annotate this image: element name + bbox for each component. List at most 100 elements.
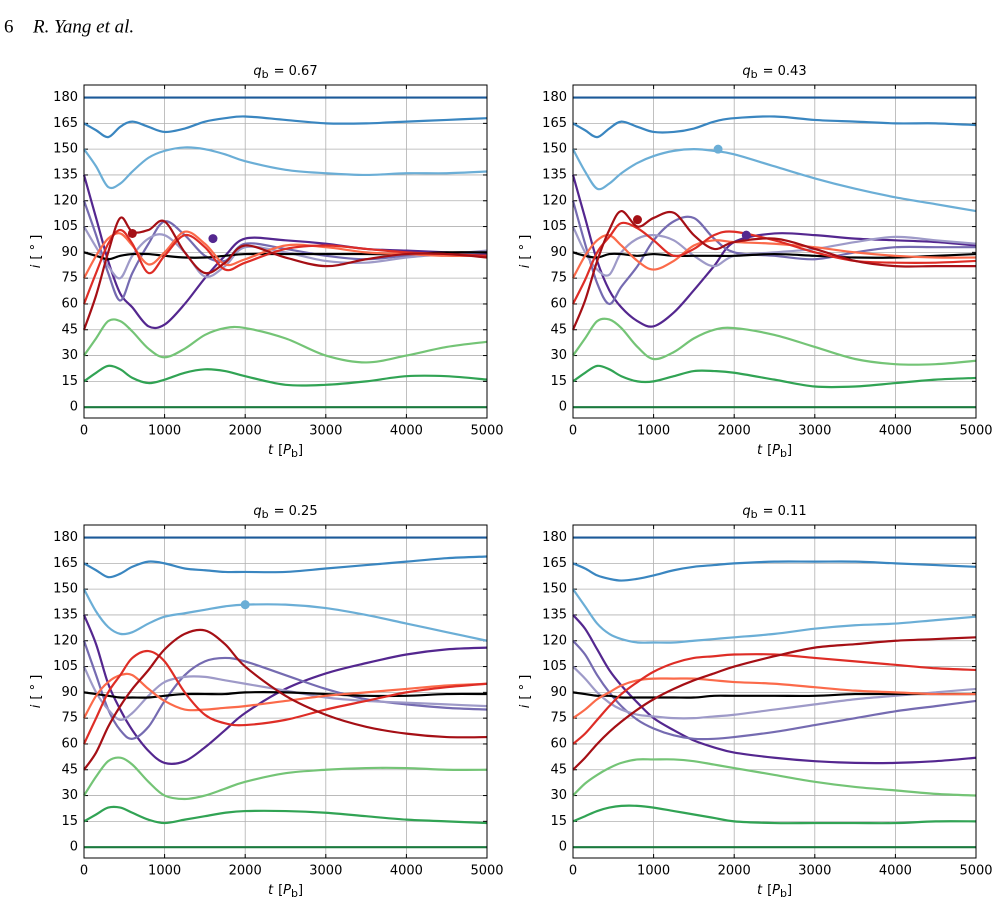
- y-tick-label: 75: [550, 271, 567, 286]
- y-tick-label: 60: [550, 296, 567, 311]
- y-tick-label: 0: [70, 400, 78, 415]
- text-part: = 0.67: [274, 64, 318, 79]
- plot-frame: [572, 524, 977, 859]
- running-head: R. Yang et al.: [32, 16, 134, 37]
- x-tick-label: 5000: [470, 424, 503, 439]
- plot-frame: [83, 524, 488, 859]
- text-part: t: [268, 443, 274, 458]
- series-line: [571, 209, 976, 331]
- y-axis-label: i [ ° ]: [29, 675, 44, 709]
- y-axis-label: i [ ° ]: [29, 235, 44, 269]
- text-part: [: [278, 883, 283, 898]
- y-tick-label: 150: [542, 582, 567, 597]
- text-part: [ ° ]: [518, 675, 533, 700]
- y-tick-label: 45: [550, 762, 567, 777]
- series-line: [83, 628, 488, 771]
- y-tick-label: 135: [53, 167, 78, 182]
- y-tick-label: 30: [61, 788, 78, 803]
- marker: [240, 600, 250, 610]
- x-tick-label: 2000: [229, 864, 262, 879]
- text-part: q: [742, 504, 750, 519]
- y-tick-label: 180: [542, 530, 567, 545]
- y-tick-label: 75: [550, 711, 567, 726]
- y-tick-label: 105: [53, 219, 78, 234]
- series-line: [83, 588, 488, 642]
- series-line: [83, 226, 488, 280]
- y-tick-label: 30: [550, 788, 567, 803]
- marker: [632, 215, 642, 225]
- series-line: [572, 653, 977, 745]
- text-part: = 0.11: [763, 504, 807, 519]
- series-line: [572, 640, 977, 741]
- y-tick-label: 15: [61, 374, 78, 389]
- x-axis-label: t [Pb]: [757, 443, 792, 461]
- series-line: [572, 758, 977, 797]
- y-tick-label: 120: [53, 633, 78, 648]
- series-line: [572, 148, 977, 213]
- y-tick-label: 165: [53, 116, 78, 131]
- chart-panel: 0 15 30 45 60 75 90 105 120 135 150 165 180 0 1000 2000…: [518, 64, 993, 461]
- text-part: [ ° ]: [29, 235, 44, 260]
- x-tick-label: 4000: [390, 424, 423, 439]
- text-part: = 0.25: [274, 504, 318, 519]
- marker: [208, 234, 218, 244]
- text-part: [ ° ]: [29, 675, 44, 700]
- y-tick-label: 30: [61, 348, 78, 363]
- series-line: [571, 200, 976, 306]
- text-part: b: [751, 508, 758, 521]
- series-line: [572, 614, 977, 765]
- text-part: b: [751, 68, 758, 81]
- text-part: b: [291, 887, 298, 900]
- y-tick-label: 0: [559, 400, 567, 415]
- y-tick-label: 120: [53, 193, 78, 208]
- chart-title: qb = 0.11: [742, 504, 806, 522]
- series-line: [572, 691, 976, 699]
- series-line: [572, 804, 977, 825]
- y-tick-label: 0: [559, 840, 567, 855]
- text-part: ]: [787, 443, 792, 458]
- x-tick-label: 2000: [229, 424, 262, 439]
- x-axis-label: t [Pb]: [268, 883, 303, 901]
- x-tick-label: 1000: [148, 424, 181, 439]
- text-part: q: [253, 64, 261, 79]
- y-tick-label: 135: [542, 167, 567, 182]
- chart-title: qb = 0.43: [742, 64, 806, 82]
- y-tick-label: 180: [53, 530, 78, 545]
- series-line: [572, 317, 977, 366]
- y-tick-label: 120: [542, 193, 567, 208]
- y-tick-label: 135: [542, 607, 567, 622]
- y-tick-label: 180: [53, 90, 78, 105]
- y-tick-label: 90: [550, 685, 567, 700]
- x-tick-label: 3000: [798, 864, 831, 879]
- chart-title: qb = 0.67: [253, 64, 317, 82]
- series-line: [83, 115, 488, 139]
- x-tick-label: 4000: [879, 424, 912, 439]
- y-tick-label: 165: [542, 116, 567, 131]
- plot-frame: [83, 84, 488, 419]
- y-axis-label: i [ ° ]: [518, 675, 533, 709]
- y-tick-label: 15: [550, 814, 567, 829]
- series-line: [83, 230, 488, 279]
- y-tick-label: 120: [542, 633, 567, 648]
- y-tick-label: 165: [542, 556, 567, 571]
- text-part: [: [767, 883, 772, 898]
- y-tick-label: 0: [70, 840, 78, 855]
- y-tick-label: 150: [53, 142, 78, 157]
- series-line: [83, 649, 488, 745]
- x-axis-label: t [Pb]: [757, 883, 792, 901]
- y-tick-label: 150: [542, 142, 567, 157]
- chart-panel: 0 15 30 45 60 75 90 105 120 135 150 165 180 0 1000 2000…: [29, 504, 504, 901]
- series-line: [82, 200, 488, 302]
- y-tick-label: 45: [550, 322, 567, 337]
- series-line: [83, 672, 488, 719]
- y-tick-label: 150: [53, 582, 78, 597]
- series-line: [572, 115, 977, 139]
- y-tick-label: 90: [61, 245, 78, 260]
- marker: [741, 230, 751, 240]
- y-tick-label: 75: [61, 711, 78, 726]
- x-tick-label: 4000: [879, 864, 912, 879]
- text-part: P: [283, 443, 291, 458]
- y-tick-label: 105: [542, 659, 567, 674]
